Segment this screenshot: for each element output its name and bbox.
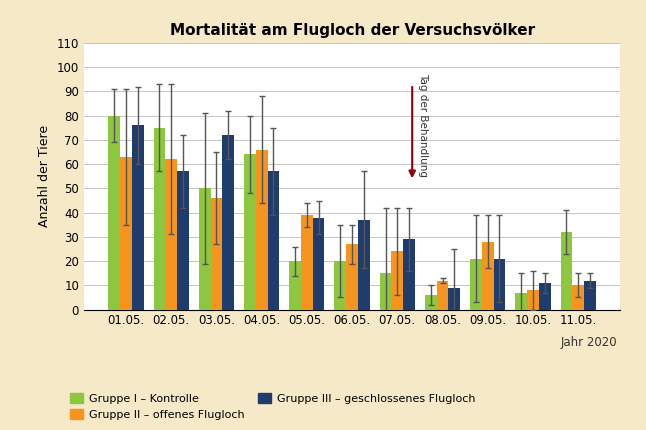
Bar [301,215,313,310]
Bar [358,220,370,310]
Legend: Gruppe I – Kontrolle, Gruppe II – offenes Flugloch, Gruppe III – geschlossenes F: Gruppe I – Kontrolle, Gruppe II – offene… [70,393,475,420]
Bar [482,242,494,310]
Bar [448,288,460,310]
Bar [425,295,437,310]
Bar [572,286,584,310]
Bar [527,290,539,310]
Bar [120,157,132,310]
Bar [109,116,120,310]
Bar [561,232,572,310]
Bar [267,172,279,310]
Title: Mortalität am Flugloch der Versuchsvölker: Mortalität am Flugloch der Versuchsvölke… [169,23,535,38]
Bar [154,128,165,310]
Bar [256,150,267,310]
Bar [380,273,391,310]
Bar [437,280,448,310]
Bar [132,126,143,310]
Bar [199,188,211,310]
Bar [470,259,482,310]
Bar [222,135,234,310]
Text: Jahr 2020: Jahr 2020 [560,336,617,349]
Bar [346,244,358,310]
Bar [516,293,527,310]
Y-axis label: Anzahl der Tiere: Anzahl der Tiere [38,125,51,227]
Bar [539,283,550,310]
Bar [335,261,346,310]
Text: Tag der Behandlung: Tag der Behandlung [417,74,428,178]
Bar [403,240,415,310]
Bar [244,154,256,310]
Bar [177,172,189,310]
Bar [165,160,177,310]
Bar [313,218,324,310]
Bar [289,261,301,310]
Bar [494,259,505,310]
Bar [391,252,403,310]
Bar [584,280,596,310]
Bar [211,198,222,310]
